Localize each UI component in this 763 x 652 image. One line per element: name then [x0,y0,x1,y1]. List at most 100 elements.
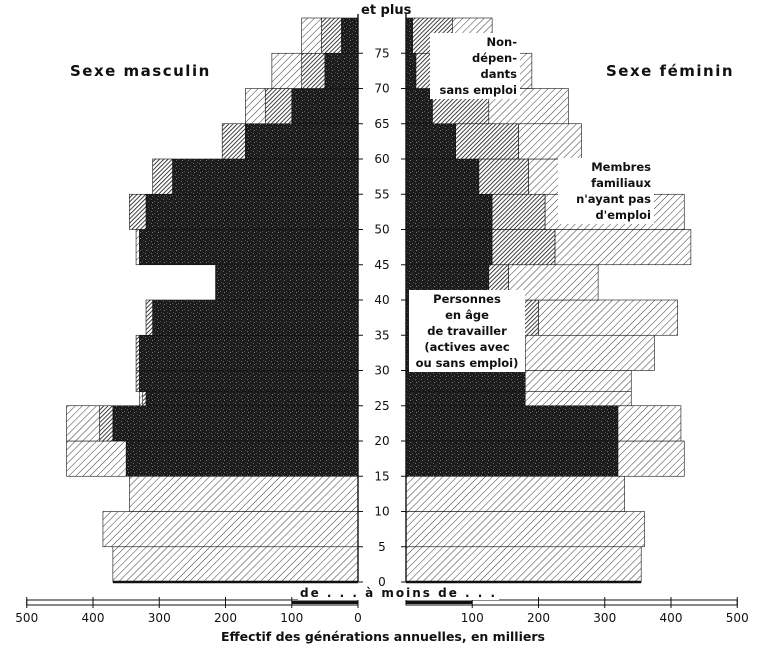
bar-male-working-45 [139,229,359,266]
bar-female-family-60 [518,123,582,160]
age-tick-label-50: 50 [374,223,389,237]
bar-male-nondep-75 [321,17,342,54]
bar-male-working-27 [139,370,359,392]
bar-male-nondep-25 [142,391,147,407]
bar-male-nondep-70 [301,52,326,89]
x-tick-label-left-300: 300 [148,611,171,625]
age-tick-label-35: 35 [374,328,389,342]
axes-layer: 0 5 10 15 20 25 30 35 40 45 50 55 60 65 70 75 500 400 300 2… [15,14,749,625]
bar-male-nondep-30 [135,334,140,371]
bar-female-family-0 [405,546,642,583]
right-title: Sexe féminin [606,62,735,80]
bar-male-family-5 [102,511,359,548]
left-title: Sexe masculin [70,62,211,80]
age-tick-label-25: 25 [374,399,389,413]
bar-female-working-60 [405,123,456,160]
bar-female-working-65 [405,88,433,125]
bar-male-working-55 [172,158,359,195]
bar-female-working-15 [405,440,619,477]
bar-male-nondep-35 [145,299,153,336]
bar-female-nondep-45 [491,229,556,266]
top-label: et plus [361,3,412,18]
bar-male-working-75 [341,17,359,54]
bar-female-family-15 [617,440,685,477]
bar-male-family-45 [135,229,140,266]
bar-male-family-70 [271,52,302,89]
bar-male-working-20 [112,405,359,442]
age-tick-label-40: 40 [374,293,389,307]
bar-female-family-45 [554,229,692,266]
bar-male-working-65 [291,88,359,125]
bar-female-working-45 [405,229,493,266]
bar-male-family-20 [66,405,100,442]
x-tick-label-left-500: 500 [15,611,38,625]
female-scale-segment [406,601,473,604]
bar-male-family-75 [301,17,322,54]
bar-female-working-25 [405,391,526,407]
bar-female-working-20 [405,405,619,442]
bar-male-working-25 [145,391,359,407]
bar-male-working-35 [152,299,359,336]
bar-female-working-50 [405,193,493,230]
x-tick-label-right-100: 100 [461,611,484,625]
bar-female-nondep-50 [491,193,546,230]
bar-male-nondep-20 [99,405,114,442]
age-tick-label-60: 60 [374,152,389,166]
age-tick-label-30: 30 [374,364,389,378]
bar-female-family-25 [524,391,632,407]
bar-male-nondep-55 [152,158,173,195]
bar-female-nondep-60 [455,123,519,160]
bars-layer [66,17,692,583]
bar-female-family-27 [524,370,632,392]
bar-female-working-75 [405,17,413,54]
age-tick-label-10: 10 [374,505,389,519]
x-tick-label-left-200: 200 [214,611,237,625]
age-range-note: de . . . à moins de . . . [298,586,500,600]
x-axis-title: Effectif des générations annuelles, en m… [221,629,545,644]
bar-female-family-5 [405,511,645,548]
x-tick-label-left-100: 100 [280,611,303,625]
age-tick-label-20: 20 [374,434,389,448]
age-tick-label-15: 15 [374,469,389,483]
bar-male-working-70 [324,52,359,89]
age-tick-label-5: 5 [378,540,386,554]
age-tick-label-65: 65 [374,117,389,131]
age-tick-label-75: 75 [374,46,389,60]
bar-male-nondep-65 [264,88,293,125]
age-tick-label-70: 70 [374,82,389,96]
bar-male-nondep-50 [129,193,147,230]
bar-female-family-35 [538,299,678,336]
bar-male-family-65 [245,88,266,125]
bar-female-working-27 [405,370,526,392]
x-tick-label-right-300: 300 [593,611,616,625]
bar-male-family-0 [112,546,359,583]
x-tick-label-right-400: 400 [660,611,683,625]
bar-male-family-15 [66,440,127,477]
bar-female-working-55 [405,158,480,195]
male-scale-segment [291,601,358,604]
bar-male-nondep-60 [221,123,246,160]
bar-female-family-20 [617,405,682,442]
bar-male-working-50 [145,193,359,230]
age-tick-label-55: 55 [374,187,389,201]
annotation-nondependants: Non- dépen- dants sans emploi [430,33,520,99]
age-tick-label-45: 45 [374,258,389,272]
x-tick-label-right-200: 200 [527,611,550,625]
x-tick-label-left-400: 400 [82,611,105,625]
annotation-personnes-travailler: Personnes en âge de travailler (actives … [409,290,525,372]
bar-male-working-40 [215,264,359,301]
bar-male-family-25 [139,391,143,407]
bar-female-nondep-55 [478,158,529,195]
bar-male-working-60 [245,123,359,160]
x-tick-label-right-500: 500 [726,611,749,625]
bar-male-family-10 [129,475,359,512]
bar-female-family-10 [405,475,625,512]
age-tick-label-0: 0 [378,575,386,589]
bar-female-working-70 [405,52,417,89]
bar-male-working-30 [139,334,359,371]
bar-female-family-30 [524,334,655,371]
bar-male-nondep-27 [135,370,140,392]
annotation-membres-familiaux: Membres familiaux n'ayant pas d'emploi [558,158,654,224]
bar-male-working-15 [125,440,359,477]
